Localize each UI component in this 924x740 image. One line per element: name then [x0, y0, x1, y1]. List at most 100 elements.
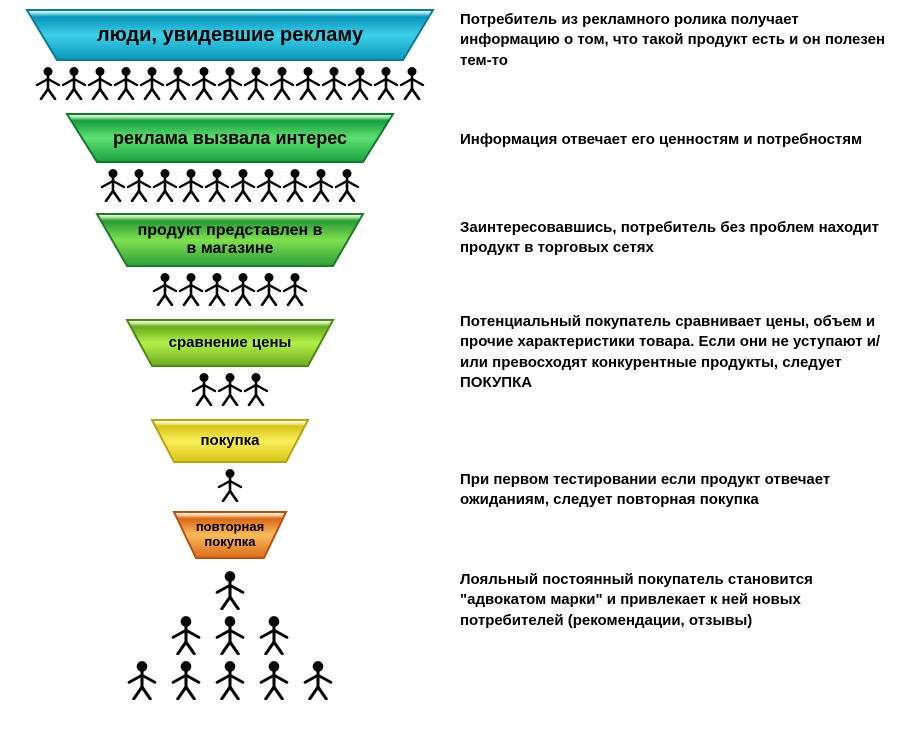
person-icon	[87, 66, 113, 105]
person-icon	[258, 660, 290, 700]
stage-label: повторнаяпокупка	[186, 520, 274, 550]
person-icon	[170, 615, 202, 655]
person-icon	[178, 272, 204, 306]
person-icon	[170, 615, 202, 660]
person-icon	[399, 66, 425, 100]
stage-label: сравнение цены	[159, 334, 302, 351]
people-row	[35, 66, 425, 105]
stage-description: Потенциальный покупатель сравнивает цены…	[460, 312, 900, 393]
person-icon	[302, 660, 334, 700]
person-icon	[100, 168, 126, 202]
person-icon	[321, 66, 347, 100]
funnel-segment: продукт представлен вв магазине	[95, 212, 365, 268]
person-icon	[321, 66, 347, 105]
person-icon	[100, 168, 126, 207]
person-icon	[230, 168, 256, 202]
person-icon	[139, 66, 165, 105]
funnel-stage: повторнаяпокупка	[0, 510, 460, 560]
person-icon	[204, 272, 230, 306]
person-icon	[165, 66, 191, 105]
person-icon	[214, 570, 246, 615]
person-icon	[217, 372, 243, 411]
stage-label: люди, увидевшие рекламу	[87, 24, 373, 47]
pyramid-row	[164, 615, 296, 660]
descriptions-column: Потребитель из рекламного ролика получае…	[460, 0, 910, 740]
funnel-stage: реклама вызвала интерес	[0, 112, 460, 207]
person-icon	[334, 168, 360, 207]
person-icon	[214, 660, 246, 700]
person-icon	[258, 660, 290, 705]
person-icon	[217, 66, 243, 105]
pyramid-rows	[120, 570, 340, 705]
person-icon	[152, 168, 178, 202]
person-icon	[282, 272, 308, 306]
funnel-segment: покупка	[150, 418, 310, 464]
person-icon	[230, 272, 256, 311]
person-icon	[282, 168, 308, 207]
person-icon	[126, 168, 152, 207]
person-icon	[308, 168, 334, 207]
person-icon	[178, 168, 204, 202]
person-icon	[204, 168, 230, 202]
people-row	[191, 372, 269, 411]
person-icon	[308, 168, 334, 202]
person-icon	[256, 168, 282, 207]
funnel-segment: люди, увидевшие рекламу	[25, 8, 435, 62]
person-icon	[373, 66, 399, 100]
person-icon	[256, 168, 282, 202]
funnel-stage: покупка	[0, 418, 460, 507]
person-icon	[152, 272, 178, 311]
person-icon	[269, 66, 295, 105]
person-icon	[214, 615, 246, 655]
person-icon	[152, 168, 178, 207]
pyramid-row	[120, 660, 340, 705]
person-icon	[178, 168, 204, 207]
person-icon	[214, 660, 246, 705]
stage-description: Лояльный постоянный покупатель становитс…	[460, 570, 900, 631]
person-icon	[113, 66, 139, 105]
person-icon	[230, 272, 256, 306]
person-icon	[191, 66, 217, 105]
stage-label: продукт представлен вв магазине	[128, 222, 333, 259]
person-icon	[61, 66, 87, 105]
person-icon	[269, 66, 295, 100]
funnel-stage: люди, увидевшие рекламу	[0, 8, 460, 105]
stage-description: Заинтересовавшись, потребитель без пробл…	[460, 218, 900, 259]
stage-description: При первом тестировании если продукт отв…	[460, 470, 900, 511]
funnel-stage: сравнение цены	[0, 318, 460, 411]
person-icon	[258, 615, 290, 660]
person-icon	[256, 272, 282, 306]
person-icon	[230, 168, 256, 207]
funnel-stage: продукт представлен вв магазине	[0, 212, 460, 311]
person-icon	[35, 66, 61, 105]
people-row	[152, 272, 308, 311]
person-icon	[243, 66, 269, 100]
person-icon	[126, 660, 158, 700]
person-icon	[126, 660, 158, 705]
person-icon	[204, 168, 230, 207]
person-icon	[217, 372, 243, 406]
person-icon	[243, 66, 269, 105]
person-icon	[35, 66, 61, 100]
person-icon	[295, 66, 321, 105]
person-icon	[214, 615, 246, 660]
person-icon	[373, 66, 399, 105]
person-icon	[191, 66, 217, 100]
person-icon	[282, 272, 308, 311]
person-icon	[113, 66, 139, 100]
person-icon	[170, 660, 202, 705]
person-icon	[302, 660, 334, 705]
person-icon	[170, 660, 202, 700]
person-icon	[217, 66, 243, 100]
person-icon	[152, 272, 178, 306]
person-icon	[214, 570, 246, 610]
person-icon	[347, 66, 373, 100]
person-icon	[61, 66, 87, 100]
funnel-column: люди, увидевшие рекламу	[0, 0, 460, 740]
person-icon	[178, 272, 204, 311]
person-icon	[282, 168, 308, 202]
funnel-segment: реклама вызвала интерес	[65, 112, 395, 164]
stage-description: Потребитель из рекламного ролика получае…	[460, 10, 900, 71]
person-icon	[334, 168, 360, 202]
people-row	[100, 168, 360, 207]
